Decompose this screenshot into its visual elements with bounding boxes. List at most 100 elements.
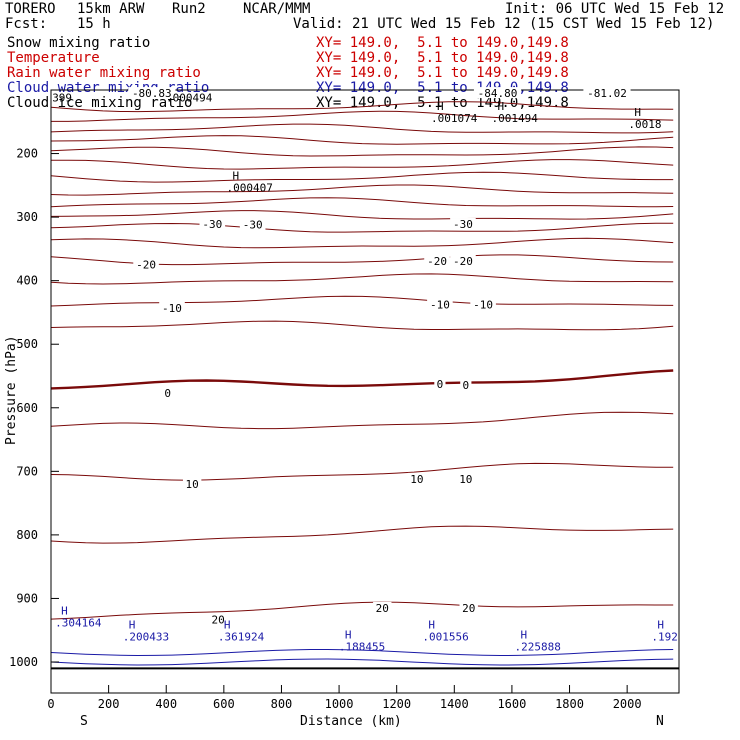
cloud-ice-max-value: .001494: [492, 112, 539, 125]
label-mask: [470, 298, 496, 310]
x-tick-label: 1600: [497, 697, 526, 711]
cloud-ice-max-value: 399: [52, 91, 72, 104]
fcst-value: 15 h: [77, 16, 111, 32]
cloud-water-max-value: .361924: [218, 630, 265, 643]
isotherm-label: -30: [202, 218, 222, 231]
isotherm-line: [50, 123, 674, 134]
isotherm-label: 0: [463, 379, 470, 392]
org-label: NCAR/MMM: [243, 1, 311, 17]
cloud-water-max-marker: H: [521, 629, 528, 642]
x-tick-label: 800: [271, 697, 293, 711]
legend-rain-xy: XY= 149.0, 5.1 to 149.0,149.8: [316, 65, 569, 81]
north-end-label: N: [656, 714, 664, 729]
label-mask: [128, 87, 176, 99]
cloud-water-max-value: .200433: [123, 630, 169, 643]
x-tick-label: 1400: [440, 697, 469, 711]
x-tick-label: 2000: [613, 697, 642, 711]
cloud-ice-max-value: .000494: [166, 91, 213, 104]
isotherm-label: -84.80: [478, 87, 518, 100]
x-tick-label: 1000: [325, 697, 354, 711]
cloud-water-max-marker: H: [428, 618, 435, 631]
legend-cloud-water: Cloud water mixing ratio: [7, 80, 210, 96]
south-end-label: S: [80, 714, 88, 729]
isotherm-line: [50, 159, 674, 170]
label-mask: [456, 472, 476, 484]
contour-labels: -30 -30 -30 -20 -20 -20 -10 -10 -10 0 0 0 10 10 10 20 20…: [52, 87, 678, 654]
isotherm-label: 0: [437, 378, 444, 391]
isotherm-label: -80.83: [132, 87, 172, 100]
y-tick-label: 700: [16, 464, 38, 478]
x-axis: 0 200 400 600 800 1000 1200 1400 1600 1800 2000: [47, 685, 642, 711]
temperature-contours: [50, 101, 674, 620]
isotherm-line: [50, 369, 674, 390]
label-mask: [407, 472, 427, 484]
model-name: TORERO: [5, 1, 56, 17]
cloud-ice-max-marker: H: [498, 100, 505, 113]
x-tick-label: 1200: [382, 697, 411, 711]
fcst-label: Fcst:: [5, 16, 48, 32]
x-tick-label: 200: [98, 697, 120, 711]
isotherm-label: -81.02: [587, 87, 627, 100]
y-tick-label: 200: [16, 147, 38, 161]
isotherm-line: [50, 146, 674, 157]
isotherm-label: -10: [430, 299, 450, 312]
x-tick-label: 0: [47, 697, 54, 711]
isotherm-label: 10: [410, 473, 423, 486]
label-mask: [434, 378, 446, 390]
cloud-water-max-marker: H: [61, 604, 68, 617]
label-mask: [427, 298, 453, 310]
isotherm-line: [50, 222, 674, 233]
legend-snow-xy: XY= 149.0, 5.1 to 149.0,149.8: [316, 35, 569, 51]
isotherm-line: [50, 197, 674, 208]
cloud-water-contour: [50, 649, 674, 657]
y-tick-label: 900: [16, 591, 38, 605]
isotherm-label: 10: [459, 473, 472, 486]
cloud-water-contours: [50, 649, 679, 670]
x-tick-label: 400: [155, 697, 177, 711]
label-mask: [199, 218, 226, 230]
cloud-ice-max-value: .000407: [226, 182, 272, 195]
cloud-ice-max-marker: H: [232, 170, 239, 183]
model-resolution: 15km ARW: [77, 1, 145, 17]
isotherm-line: [50, 184, 674, 196]
y-tick-label: 400: [16, 274, 38, 288]
isotherm-label: 20: [376, 602, 389, 615]
x-tick-label: 1800: [555, 697, 584, 711]
label-mask: [450, 254, 476, 266]
cloud-ice-max-value: .001074: [431, 112, 478, 125]
legend-temperature: Temperature: [7, 50, 100, 66]
isotherm-line: [50, 273, 674, 285]
cloud-water-max-marker: H: [224, 618, 231, 631]
label-mask: [159, 301, 185, 313]
isotherm-label: -30: [243, 219, 263, 232]
y-tick-label: 300: [16, 210, 38, 224]
label-mask: [208, 613, 228, 625]
isotherm-label: -20: [453, 255, 473, 268]
cloud-ice-max-marker: H: [437, 100, 444, 113]
cloud-water-max-value: .188455: [339, 641, 385, 654]
cloud-water-max-value: .192: [651, 630, 678, 643]
cloud-ice-max-marker: H: [634, 106, 641, 119]
isotherm-line: [50, 295, 674, 307]
cloud-water-max-value: .001556: [422, 630, 468, 643]
isotherm-line: [50, 411, 674, 430]
y-axis-label: Pressure (hPa): [4, 335, 19, 445]
legend-temperature-xy: XY= 149.0, 5.1 to 149.0,149.8: [316, 50, 569, 66]
label-mask: [583, 87, 631, 99]
legend-snow: Snow mixing ratio: [7, 35, 151, 51]
label-mask: [459, 601, 478, 613]
isotherm-label: -20: [136, 259, 156, 272]
isotherm-label: 0: [164, 387, 171, 400]
valid-time: Valid: 21 UTC Wed 15 Feb 12 (15 CST Wed …: [293, 16, 715, 32]
isotherm-label: -20: [427, 255, 447, 268]
isotherm-line: [50, 135, 674, 145]
isotherm-line: [50, 101, 674, 113]
y-tick-label: 1000: [9, 655, 38, 669]
cloud-ice-max-value: .0018: [628, 118, 661, 131]
y-tick-label: 800: [16, 528, 38, 542]
cloud-water-max-value: .304164: [55, 616, 102, 629]
isotherm-line: [50, 601, 674, 620]
init-time: Init: 06 UTC Wed 15 Feb 12: [505, 1, 725, 17]
isotherm-label: 20: [211, 613, 224, 626]
